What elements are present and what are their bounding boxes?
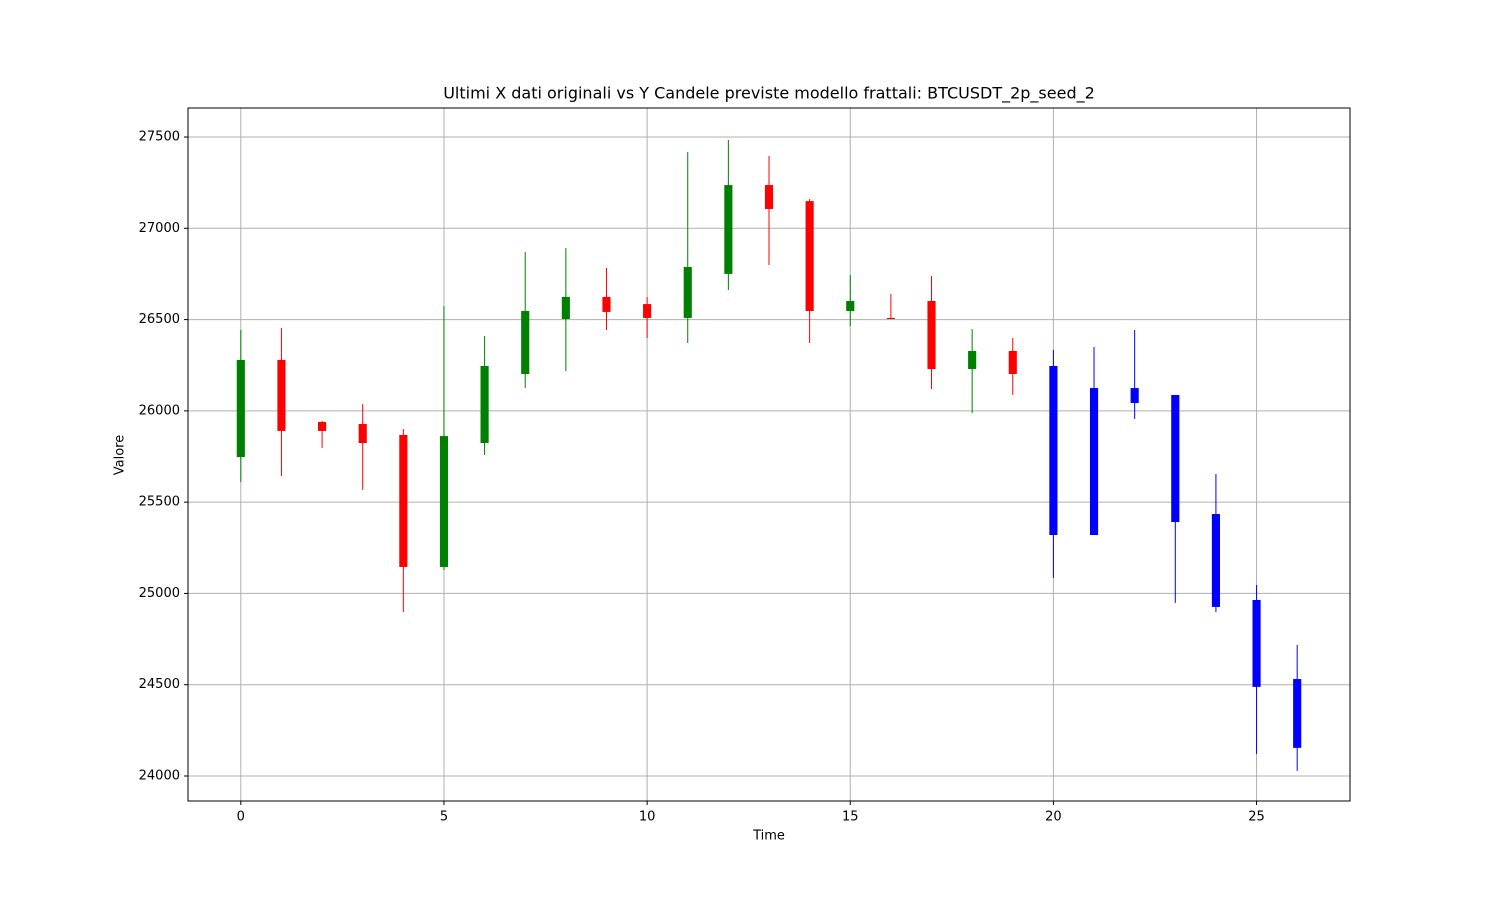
candle-body: [886, 317, 895, 320]
candle-body: [683, 267, 692, 318]
candle-body: [602, 296, 611, 312]
x-tick-label: 15: [842, 810, 859, 825]
candle-body: [318, 422, 327, 431]
x-tick-label: 20: [1045, 810, 1062, 825]
y-axis-label: Valore: [113, 435, 128, 475]
candle-body: [927, 300, 936, 370]
y-tick-label: 25500: [139, 495, 180, 510]
x-tick-label: 0: [237, 810, 245, 825]
candle-body: [846, 300, 855, 312]
chart-title: Ultimi X dati originali vs Y Candele pre…: [443, 84, 1095, 104]
candle-body: [1211, 514, 1220, 607]
candle-body: [1171, 394, 1180, 523]
y-tick-label: 24500: [139, 677, 180, 692]
candle-body: [643, 304, 652, 318]
candle-body: [399, 434, 408, 567]
candle-body: [968, 350, 977, 370]
candle-body: [521, 311, 530, 374]
candle-body: [1049, 365, 1058, 536]
candle-body: [1089, 388, 1099, 536]
x-axis-label: Time: [752, 829, 785, 844]
candle-body: [439, 436, 449, 567]
y-tick-label: 25000: [139, 586, 180, 601]
candle-body: [561, 296, 570, 320]
y-tick-label: 26500: [139, 312, 180, 327]
candle-body: [1293, 679, 1302, 748]
candle-body: [358, 424, 367, 443]
plot-frame: [187, 107, 1351, 802]
y-tick-label: 24000: [139, 768, 180, 783]
x-tick-label: 25: [1248, 810, 1265, 825]
candle-body: [480, 365, 489, 443]
x-tick-label: 5: [440, 810, 448, 825]
y-tick-label: 27000: [139, 221, 180, 236]
candle-body: [236, 359, 245, 458]
y-tick-label: 26000: [139, 403, 180, 418]
candle-body: [764, 185, 774, 209]
candle-body: [1130, 388, 1139, 404]
candle-body: [1252, 600, 1261, 687]
candle-body: [277, 359, 286, 431]
candle-body: [724, 185, 733, 274]
x-tick-label: 10: [639, 810, 656, 825]
y-tick-label: 27500: [139, 130, 180, 145]
candle-body: [1008, 350, 1017, 374]
candle-body: [805, 201, 814, 312]
